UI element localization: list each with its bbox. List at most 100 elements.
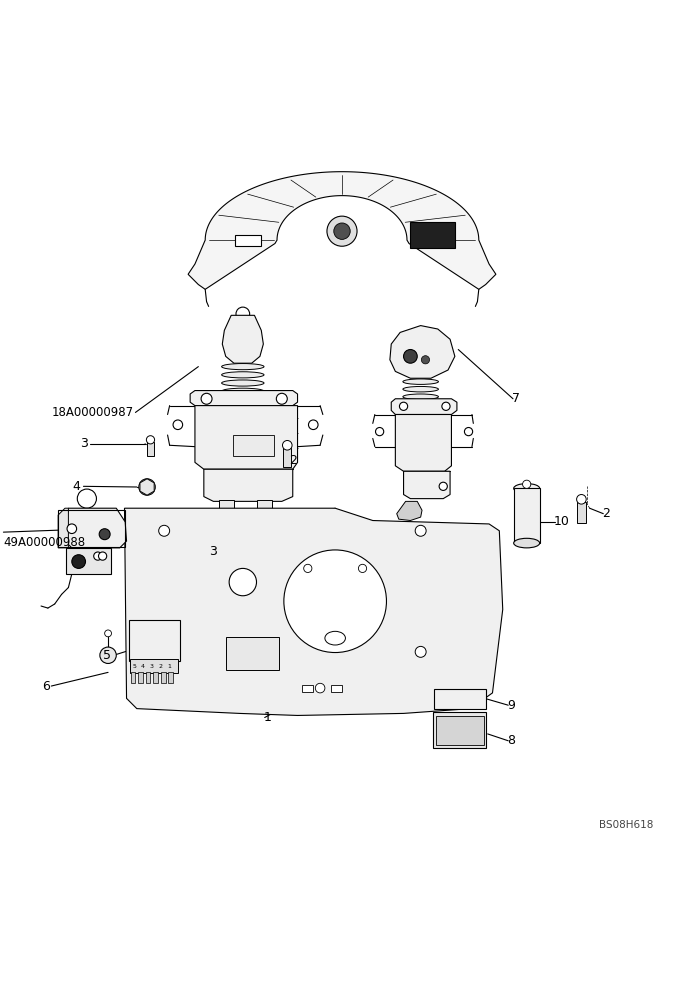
Bar [219,500,234,510]
Text: 5: 5 [132,664,136,669]
Bar [129,620,180,661]
Circle shape [276,393,287,404]
Text: 1: 1 [168,664,172,669]
Circle shape [464,427,473,436]
Text: 2: 2 [289,454,297,467]
Circle shape [217,556,220,559]
Circle shape [98,552,107,560]
Ellipse shape [403,379,438,384]
Circle shape [217,551,220,553]
Bar [161,672,166,683]
Ellipse shape [222,380,264,386]
Circle shape [200,556,203,559]
Ellipse shape [222,364,264,370]
Circle shape [284,550,386,653]
Circle shape [159,653,170,664]
Circle shape [236,307,250,321]
Text: 18A00000987: 18A00000987 [51,406,133,419]
Circle shape [195,545,198,548]
Text: 4: 4 [141,664,145,669]
Circle shape [99,529,110,540]
Polygon shape [188,172,496,289]
Polygon shape [140,479,154,495]
Ellipse shape [403,394,438,399]
Bar [434,689,486,709]
Polygon shape [390,326,455,378]
Circle shape [404,350,417,363]
Text: 6: 6 [42,680,50,693]
Ellipse shape [222,388,264,394]
Circle shape [415,646,426,657]
Bar [433,712,486,748]
Ellipse shape [514,484,540,493]
Circle shape [282,440,292,450]
Circle shape [358,564,367,573]
Polygon shape [222,315,263,363]
Bar [331,685,342,692]
Bar [436,716,484,745]
Circle shape [201,393,212,404]
Bar [283,448,291,467]
Bar [138,672,143,683]
Circle shape [442,402,450,410]
Polygon shape [204,469,293,501]
Text: 1: 1 [263,711,272,724]
Text: 3: 3 [79,437,88,450]
Circle shape [211,545,214,548]
Circle shape [143,483,151,491]
Circle shape [206,551,209,553]
Bar [302,685,313,692]
Circle shape [195,556,198,559]
Text: 4: 4 [73,480,81,493]
Circle shape [67,524,77,534]
Bar [147,442,154,456]
Circle shape [100,647,116,663]
Circle shape [439,482,447,490]
Text: 3: 3 [209,545,217,558]
Circle shape [173,420,183,430]
Ellipse shape [514,538,540,548]
Circle shape [211,551,214,553]
Circle shape [211,556,214,559]
Bar [146,672,150,683]
Text: 2: 2 [159,664,163,669]
Circle shape [72,555,86,568]
Circle shape [399,402,408,410]
Polygon shape [190,391,298,406]
Circle shape [327,216,357,246]
Circle shape [206,556,209,559]
Circle shape [376,427,384,436]
Bar [410,222,455,248]
Circle shape [415,525,426,536]
Polygon shape [391,399,457,414]
Bar [226,637,279,670]
Circle shape [304,564,312,573]
Bar [58,510,125,547]
Circle shape [200,545,203,548]
Text: BS08H618: BS08H618 [599,820,653,830]
Circle shape [105,630,111,637]
Text: 49A00000988: 49A00000988 [3,536,86,549]
Ellipse shape [403,386,438,392]
Circle shape [523,480,531,488]
Bar [194,541,222,560]
Polygon shape [404,471,450,499]
Polygon shape [195,406,298,469]
Text: 5: 5 [103,649,111,662]
Bar [577,502,586,523]
Bar [514,488,540,543]
Ellipse shape [403,402,438,407]
Bar [235,235,261,246]
Text: 10: 10 [554,515,570,528]
Circle shape [229,568,256,596]
Circle shape [146,436,155,444]
Ellipse shape [222,396,264,403]
Polygon shape [58,508,68,548]
Bar [153,672,158,683]
Text: 9: 9 [508,699,516,712]
Circle shape [315,683,325,693]
Text: 2: 2 [602,507,610,520]
Circle shape [308,420,318,430]
Polygon shape [395,414,451,471]
Circle shape [195,551,198,553]
